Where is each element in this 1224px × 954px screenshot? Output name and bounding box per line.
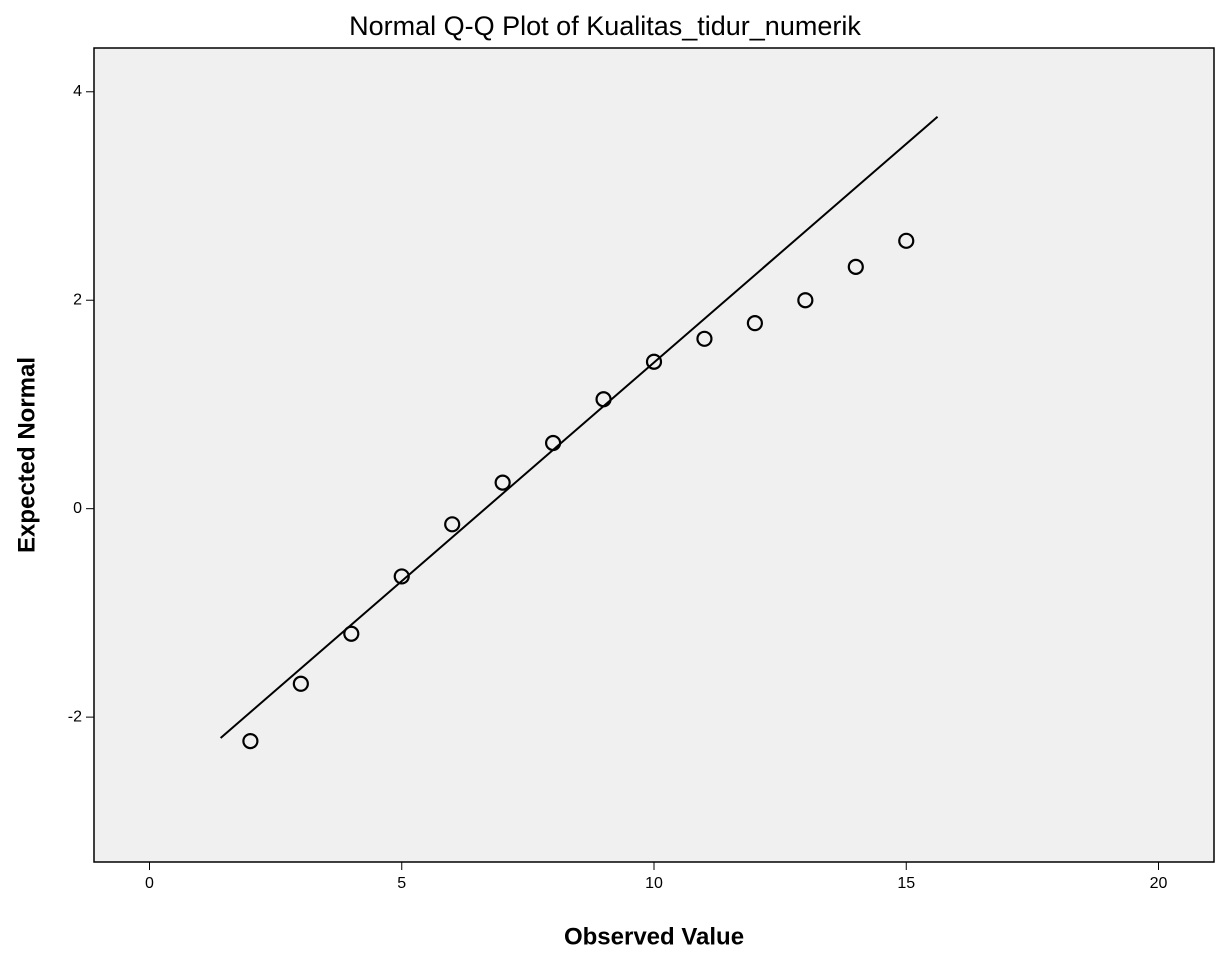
y-tick-label: 0 (73, 500, 82, 517)
point (444, 516, 461, 533)
reference-line (219, 116, 939, 739)
x-tick-label: 10 (645, 875, 663, 892)
point (393, 568, 410, 585)
point (292, 675, 309, 692)
x-axis-label: Observed Value (564, 923, 744, 950)
point (797, 292, 814, 309)
point (595, 391, 612, 408)
point (494, 474, 511, 491)
x-tick-label: 5 (397, 875, 406, 892)
point (847, 258, 864, 275)
chart-title: Normal Q-Q Plot of Kualitas_tidur_numeri… (349, 11, 861, 41)
x-tick-label: 20 (1150, 875, 1168, 892)
point (242, 732, 259, 750)
y-axis-label: Expected Normal (13, 357, 40, 553)
point (645, 353, 663, 370)
plot-area (93, 47, 1215, 863)
y-tick-label: 4 (73, 83, 82, 100)
x-tick-label: 0 (145, 875, 154, 892)
point (544, 434, 562, 452)
y-tick-label: -2 (68, 708, 82, 725)
point (696, 330, 713, 347)
x-tick-label: 15 (897, 875, 915, 892)
point (343, 625, 360, 642)
y-tick-label: 2 (73, 291, 82, 308)
point (898, 232, 915, 249)
point (746, 315, 764, 332)
